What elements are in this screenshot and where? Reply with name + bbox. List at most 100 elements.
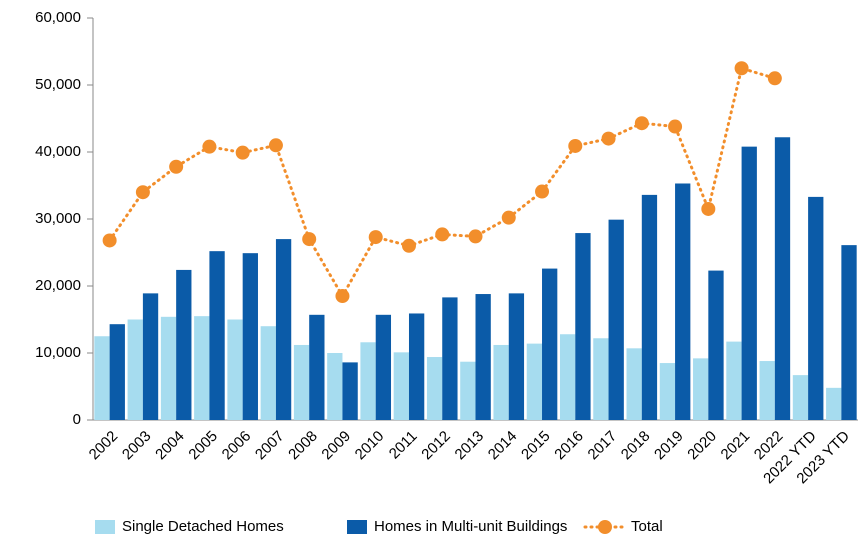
x-tick-label: 2007 [252,428,288,464]
marker [202,139,217,154]
bar [460,361,476,420]
bar [342,362,358,420]
x-tick-label: 2019 [651,428,687,464]
bar [726,341,742,420]
bar [375,314,392,420]
marker [634,116,649,131]
bar [227,319,243,420]
legend-label: Total [631,518,663,535]
legend-label: Single Detached Homes [122,518,284,535]
bar [160,316,177,420]
bar [176,269,192,420]
bar [260,326,276,420]
y-tick-label: 20,000 [35,277,81,294]
bar [526,343,543,420]
bar [242,253,258,420]
bar [593,338,609,420]
bar [360,342,376,420]
bar [508,293,525,420]
bar [759,361,775,420]
x-tick-label: 2013 [452,428,488,464]
x-tick-label: 2017 [585,428,621,464]
legend-label: Homes in Multi-unit Buildings [374,518,567,535]
x-tick-label: 2011 [386,428,421,463]
x-tick-label: 2018 [618,428,654,464]
bar [327,353,343,420]
legend-swatch [95,520,115,534]
bar [693,358,709,420]
bar [559,334,576,420]
marker [335,289,350,304]
marker [535,184,550,199]
y-tick-label: 10,000 [35,344,81,361]
x-tick-label: 2010 [352,428,388,464]
marker [169,159,184,174]
marker [734,61,749,76]
bar [641,194,658,420]
bar [675,183,691,420]
y-tick-label: 50,000 [35,76,81,93]
bar [708,270,724,420]
bar [393,352,409,420]
x-tick-label: 2004 [152,428,188,464]
bar [275,239,292,420]
bar [808,196,824,420]
x-tick-label: 2012 [418,428,454,464]
bar [826,387,842,420]
bar [841,245,857,420]
bar [493,344,509,420]
legend-swatch [347,520,367,534]
marker [368,230,383,245]
bar [626,348,642,420]
y-tick-label: 60,000 [35,9,81,26]
marker [601,131,616,146]
marker [468,229,483,244]
x-tick-label: 2006 [219,428,255,464]
y-tick-label: 30,000 [35,210,81,227]
marker [568,138,583,153]
bar [659,363,676,420]
marker [767,71,782,86]
legend-marker [598,520,612,534]
marker [135,185,150,200]
x-tick-label: 2021 [718,428,754,464]
bar [194,316,210,420]
marker [401,238,416,253]
x-tick-label: 2002 [86,428,122,464]
bar [309,314,325,420]
marker [235,145,250,160]
bar [442,297,458,420]
bar [741,146,757,420]
x-tick-label: 2014 [485,428,521,464]
y-tick-label: 40,000 [35,143,81,160]
x-tick-label: 2016 [551,428,587,464]
bar [293,344,310,420]
bar [142,293,159,420]
bar [109,324,125,420]
x-tick-label: 2009 [318,428,354,464]
bar [542,268,558,420]
bar [127,319,143,420]
x-tick-label: 2008 [285,428,321,464]
marker [701,201,716,216]
bar [792,375,809,420]
bar [608,219,624,420]
marker [668,119,683,134]
x-tick-label: 2015 [518,428,554,464]
bar [94,336,110,420]
x-tick-label: 2020 [684,428,720,464]
bar [774,137,791,420]
marker [302,232,317,247]
marker [501,210,516,225]
marker [435,227,450,242]
bar [426,357,443,420]
x-tick-label: 2005 [185,428,221,464]
bar [575,233,591,420]
marker [102,233,117,248]
bar [408,313,425,420]
x-tick-label: 2003 [119,428,155,464]
bar [209,251,225,420]
y-tick-label: 0 [73,411,81,428]
bar [475,294,491,420]
